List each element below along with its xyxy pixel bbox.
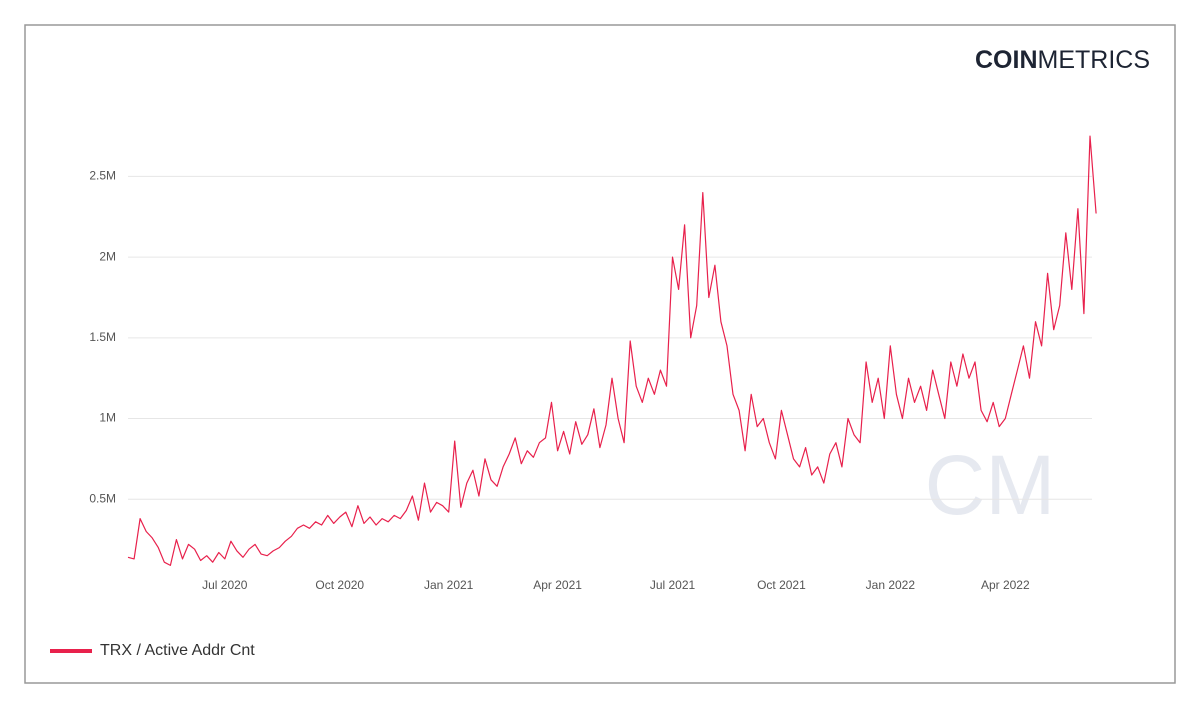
x-tick-label: Jul 2020 <box>202 578 248 592</box>
logo: COINMETRICS <box>975 46 1150 74</box>
x-tick-label: Jul 2021 <box>650 578 696 592</box>
y-tick-label: 1.5M <box>89 330 116 344</box>
x-tick-label: Oct 2020 <box>315 578 364 592</box>
logo-bold: COIN <box>975 46 1038 74</box>
logo-light: METRICS <box>1038 46 1151 74</box>
x-tick-label: Oct 2021 <box>757 578 806 592</box>
x-tick-label: Jan 2021 <box>424 578 474 592</box>
x-tick-label: Jan 2022 <box>866 578 916 592</box>
y-tick-label: 1M <box>99 411 116 425</box>
legend-label: TRX / Active Addr Cnt <box>100 642 255 659</box>
y-tick-label: 0.5M <box>89 491 116 505</box>
y-tick-label: 2.5M <box>89 169 116 183</box>
watermark: CM <box>925 438 1056 532</box>
data-line <box>127 135 1097 566</box>
x-tick-label: Apr 2022 <box>981 578 1030 592</box>
frame <box>24 24 1176 684</box>
y-tick-label: 2M <box>99 249 116 263</box>
x-tick-label: Apr 2021 <box>533 578 582 592</box>
